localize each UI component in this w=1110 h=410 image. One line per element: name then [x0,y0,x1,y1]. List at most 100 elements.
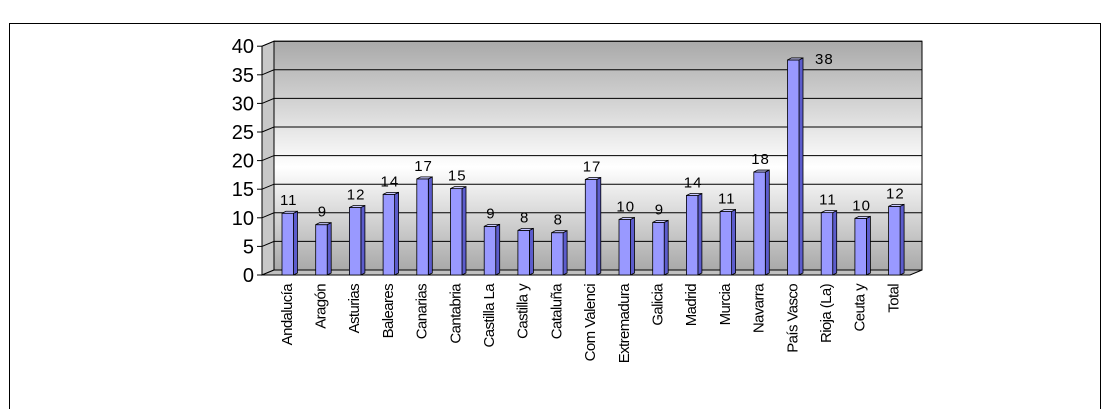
bar [584,179,598,276]
bar-top [585,177,601,180]
bar-top [281,210,298,214]
category-label: Madrid [683,284,700,327]
category-label: Castilla La [481,283,498,348]
data-label: 10 [616,199,635,216]
data-label: 10 [852,197,871,214]
bar [348,207,362,276]
bar-top [854,215,871,219]
bar-side [697,192,703,276]
category-label: Murcia [717,283,734,326]
bar [753,171,766,276]
data-label: 11 [718,191,736,208]
y-tick-label: 20 [232,151,254,173]
category-label: Galicia [649,283,666,326]
data-label: 17 [414,158,433,175]
category-label: Ceuta y [852,283,869,332]
category-label: Total [885,284,902,313]
bar [618,219,631,276]
bar [820,212,834,276]
data-label: 12 [886,185,905,202]
bar-side [360,204,366,276]
bar-top [517,227,534,231]
gridline [261,40,922,47]
data-labels: 11 9 12 14 17 15 9 8 8 17 10 9 14 11 18 38 11 10 12 [280,51,905,229]
data-label: 14 [381,173,400,190]
bar [281,212,294,276]
bar-side [731,208,736,276]
bars [281,57,905,276]
bar [551,232,564,276]
bar-side [630,216,635,276]
axes [257,45,263,276]
data-label: 17 [583,158,602,175]
data-label: 14 [684,174,703,191]
bar [382,193,396,276]
category-label: Asturias [346,284,363,333]
bar-side [832,210,838,276]
data-label: 12 [347,187,366,204]
gridline [261,155,922,162]
bar [483,225,497,276]
data-label: 8 [520,209,529,226]
y-tick-label: 25 [232,122,254,144]
data-label: 11 [819,192,837,209]
bar-top [349,205,366,208]
bar-side [798,57,804,276]
bar-side [866,215,871,276]
data-label: 9 [655,201,664,218]
category-label: Castilla y [515,283,532,339]
bar-side [899,203,905,276]
bar-side [663,219,669,276]
bar [854,217,867,276]
bar [315,224,328,276]
category-label: País Vasco [784,284,801,353]
bar-top [787,57,804,61]
bar-side [427,176,433,276]
bar [416,178,429,276]
bar [652,221,665,276]
y-tick-label: 0 [243,265,254,287]
bar-top [686,193,703,196]
data-label: 9 [318,204,327,221]
category-label: Aragón [312,284,329,329]
bar-side [764,169,770,276]
gridline [261,183,922,190]
data-label: 8 [554,212,563,229]
bar-top [382,191,399,195]
bar-top [416,176,433,180]
x-tick-labels: Andalucía Aragón Asturias Baleares Canarias C… [279,283,903,364]
bar-side [326,222,332,276]
bar-top [484,223,500,227]
y-tick-labels: 0 5 10 15 20 25 30 35 40 [232,36,254,287]
bar-top [753,169,770,173]
y-tick-label: 15 [232,179,254,201]
data-label: 38 [815,51,834,68]
data-label: 18 [751,151,770,168]
bar-side [461,185,467,276]
category-label: Navarra [751,283,768,333]
bar [450,188,463,276]
gridline [261,97,922,104]
bar [719,211,732,276]
bar [787,59,800,276]
bar [686,195,699,276]
category-label: Cantabria [447,283,464,344]
category-label: Andalucía [279,283,296,346]
category-label: Canarias [414,284,431,339]
bar-top [652,219,669,223]
bar-top [315,222,332,226]
bar-top [618,217,635,220]
gridline [261,240,922,247]
y-tick-label: 30 [232,93,254,115]
gridline [261,212,922,219]
bar [517,229,530,276]
bar-top [821,210,837,214]
category-label: Extremadura [616,283,633,364]
y-tick-label: 40 [232,36,254,58]
category-label: Rioja (La) [818,283,835,343]
category-label: Com Valenci [582,284,599,362]
y-tick-label: 35 [232,65,254,87]
y-tick-label: 10 [232,208,254,230]
bar-side [529,227,534,276]
bar-side [293,210,298,276]
